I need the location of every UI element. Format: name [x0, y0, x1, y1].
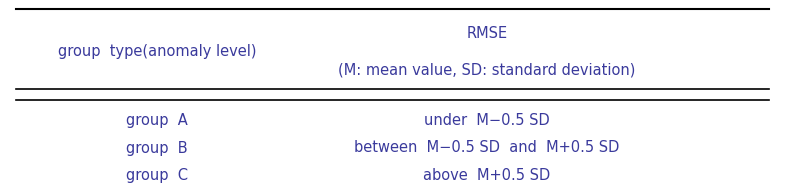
Text: between  M−0.5 SD  and  M+0.5 SD: between M−0.5 SD and M+0.5 SD [354, 140, 619, 156]
Text: RMSE: RMSE [466, 26, 507, 41]
Text: above  M+0.5 SD: above M+0.5 SD [423, 168, 550, 183]
Text: under  M−0.5 SD: under M−0.5 SD [424, 113, 550, 128]
Text: group  type(anomaly level): group type(anomaly level) [58, 44, 256, 59]
Text: group  C: group C [126, 168, 188, 183]
Text: (M: mean value, SD: standard deviation): (M: mean value, SD: standard deviation) [338, 63, 635, 78]
Text: group  B: group B [126, 140, 188, 156]
Text: group  A: group A [126, 113, 188, 128]
